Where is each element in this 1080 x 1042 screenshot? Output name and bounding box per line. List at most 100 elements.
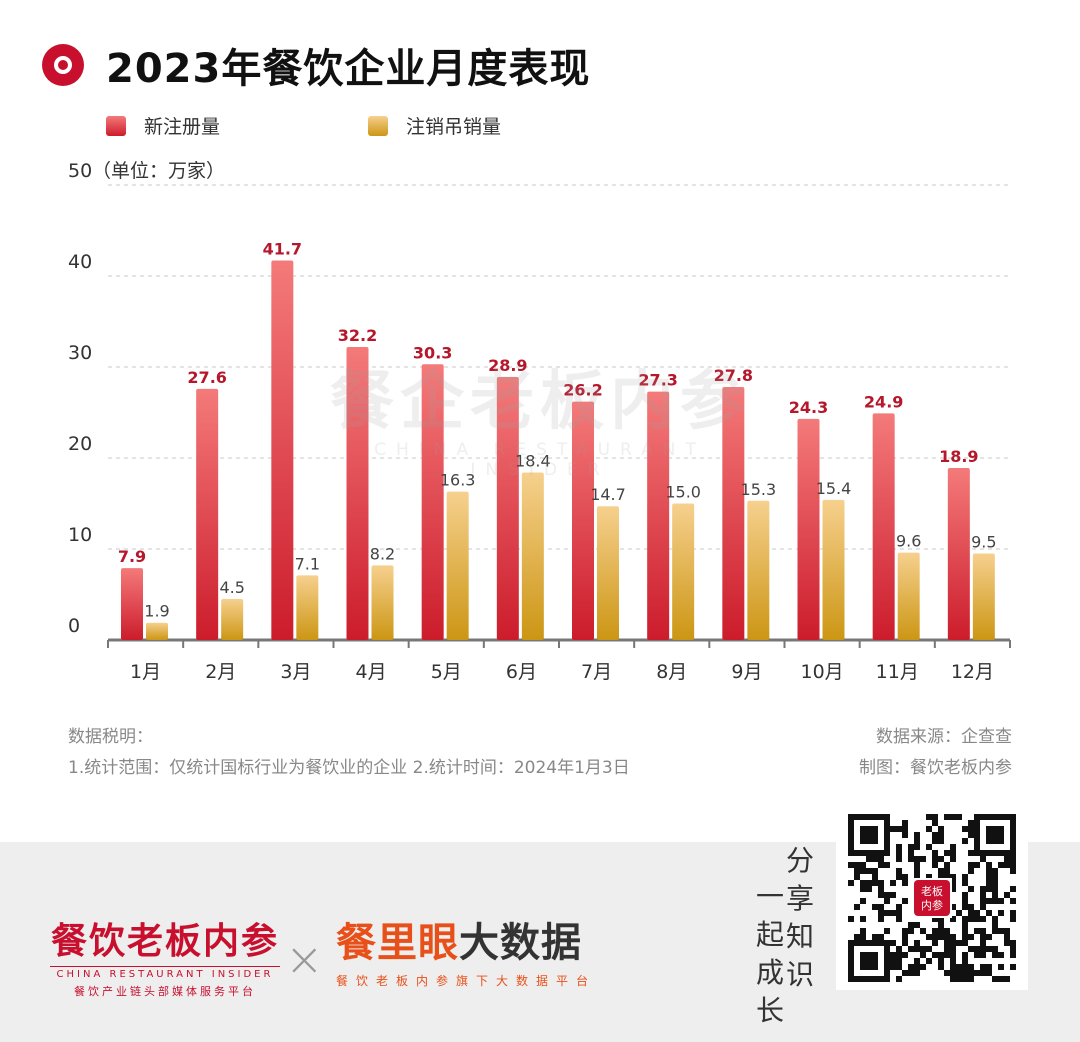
qr-module	[914, 922, 920, 928]
qr-module	[944, 850, 950, 856]
slogan-char: 一	[756, 880, 785, 913]
qr-module	[932, 856, 938, 862]
qr-module	[896, 952, 902, 958]
qr-module	[980, 856, 986, 862]
bar-new-registrations	[572, 401, 594, 640]
qr-module	[968, 886, 974, 892]
qr-module	[884, 910, 890, 916]
x-tick-label: 4月	[356, 661, 387, 683]
qr-module	[980, 904, 986, 910]
qr-module	[992, 922, 998, 928]
qr-module	[1010, 952, 1016, 958]
qr-module	[1004, 940, 1010, 946]
qr-module	[902, 934, 908, 940]
qr-module	[914, 856, 920, 862]
qr-module	[980, 916, 986, 922]
qr-module	[986, 934, 992, 940]
qr-module	[986, 910, 992, 916]
qr-module	[950, 934, 956, 940]
qr-module	[944, 952, 950, 958]
legend-label-new: 新注册量	[144, 116, 221, 138]
qr-module	[962, 826, 968, 832]
qr-module	[962, 928, 968, 934]
qr-module	[950, 946, 956, 952]
data-label-cancel: 9.5	[971, 533, 996, 552]
qr-module	[860, 886, 866, 892]
qr-module	[980, 964, 986, 970]
data-label-cancel: 4.5	[219, 578, 244, 597]
qr-module	[860, 934, 866, 940]
qr-module	[860, 898, 866, 904]
qr-module	[896, 874, 902, 880]
qr-module	[992, 976, 998, 982]
qr-module	[932, 952, 938, 958]
qr-module	[974, 862, 980, 868]
qr-finder-core	[860, 826, 878, 844]
x-tick-label: 1月	[130, 661, 161, 683]
qr-module	[1004, 892, 1010, 898]
qr-module	[998, 952, 1004, 958]
qr-module	[926, 826, 932, 832]
qr-module	[938, 928, 944, 934]
qr-module	[932, 862, 938, 868]
qr-module	[854, 904, 860, 910]
bar-new-registrations	[346, 346, 369, 640]
qr-badge-text: 内参	[921, 898, 943, 912]
qr-module	[860, 880, 866, 886]
data-label-new: 27.6	[187, 368, 226, 387]
qr-module	[1010, 940, 1016, 946]
qr-module	[914, 970, 920, 976]
qr-module	[860, 916, 866, 922]
qr-module	[932, 928, 938, 934]
slogan-char: 知	[786, 920, 815, 953]
qr-module	[962, 898, 968, 904]
bar-cancellations	[446, 491, 469, 640]
data-label-cancel: 7.1	[295, 554, 320, 573]
qr-module	[878, 862, 884, 868]
bar-new-registrations	[797, 418, 820, 640]
qr-module	[1010, 964, 1016, 970]
qr-module	[902, 874, 908, 880]
qr-module	[932, 832, 938, 838]
x-tick-label: 11月	[876, 661, 919, 683]
made-by-text: 制图：餐饮老板内参	[859, 758, 1012, 778]
qr-module	[932, 820, 938, 826]
qr-module	[950, 904, 956, 910]
qr-module	[998, 862, 1004, 868]
qr-module	[962, 880, 968, 886]
qr-module	[926, 814, 932, 820]
qr-module	[1010, 910, 1016, 916]
qr-module	[980, 946, 986, 952]
qr-module	[962, 874, 968, 880]
qr-module	[962, 892, 968, 898]
qr-module	[938, 952, 944, 958]
legend-swatch-new	[106, 115, 126, 136]
qr-module	[860, 862, 866, 868]
qr-module	[878, 880, 884, 886]
qr-module	[974, 910, 980, 916]
qr-module	[944, 946, 950, 952]
qr-code[interactable]: 老板 内参	[836, 808, 1028, 990]
qr-module	[890, 826, 896, 832]
qr-badge	[914, 880, 950, 916]
qr-module	[938, 832, 944, 838]
qr-module	[854, 862, 860, 868]
qr-module	[950, 970, 956, 976]
qr-module	[878, 916, 884, 922]
data-label-new: 18.9	[939, 447, 978, 466]
qr-module	[938, 922, 944, 928]
data-label-new: 7.9	[118, 547, 146, 566]
qr-module	[986, 868, 992, 874]
slogan-char: 长	[756, 994, 785, 1027]
x-tick-label: 10月	[800, 661, 843, 683]
qr-module	[980, 940, 986, 946]
qr-module	[890, 892, 896, 898]
qr-module	[956, 970, 962, 976]
qr-module	[968, 850, 974, 856]
notes-heading: 数据税明：	[68, 727, 153, 747]
target-icon	[42, 44, 84, 86]
x-tick-label: 9月	[731, 661, 762, 683]
qr-module	[944, 970, 950, 976]
qr-module	[908, 946, 914, 952]
qr-module	[1010, 898, 1016, 904]
